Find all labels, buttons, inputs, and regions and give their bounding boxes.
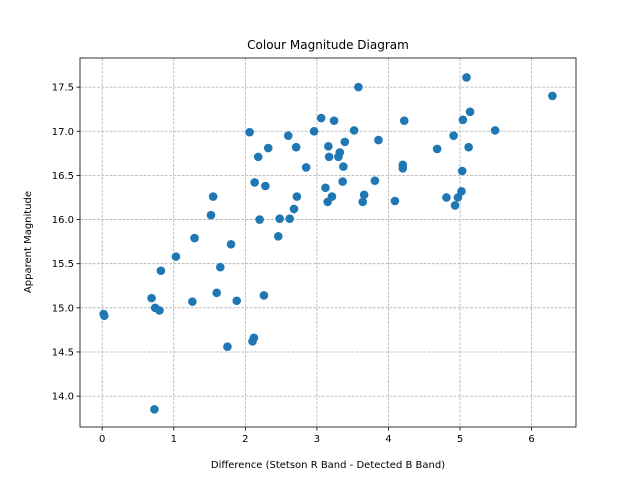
data-point — [249, 333, 259, 343]
data-point — [100, 311, 109, 321]
data-point — [273, 232, 283, 241]
data-point — [327, 192, 337, 201]
data-point — [490, 126, 500, 135]
data-point — [156, 266, 166, 276]
data-point — [340, 137, 350, 147]
data-point — [465, 107, 475, 117]
data-point — [338, 177, 347, 186]
data-point — [324, 141, 333, 151]
data-point — [253, 152, 263, 162]
data-point — [259, 291, 269, 300]
data-point — [250, 178, 259, 187]
data-point — [390, 196, 400, 206]
data-point — [289, 204, 299, 214]
data-point — [464, 142, 473, 152]
data-point — [155, 306, 164, 315]
data-point — [370, 176, 380, 186]
y-axis-label: Apparent Magnitude — [23, 191, 34, 293]
y-tick-label: 15.0 — [52, 303, 74, 314]
data-point — [374, 135, 383, 145]
data-point — [358, 197, 368, 207]
data-point — [292, 192, 302, 201]
x-tick-label: 0 — [99, 434, 105, 445]
data-point — [263, 143, 273, 153]
plot-frame — [79, 57, 577, 428]
x-tick-label: 2 — [242, 434, 248, 445]
data-point — [206, 210, 216, 220]
data-point — [171, 252, 181, 261]
data-point — [324, 152, 334, 162]
data-point — [215, 262, 225, 272]
data-point — [349, 126, 359, 135]
data-point — [354, 82, 363, 92]
data-point — [457, 166, 467, 176]
data-point — [212, 288, 222, 298]
data-point — [449, 131, 458, 140]
y-tick-label: 15.5 — [52, 259, 74, 270]
data-point — [255, 215, 264, 224]
axis-ticks: 0 1 2 3 4 5 6 14.0 14.5 15.0 15.5 16.0 16.5 17.0 17.5 — [52, 83, 535, 445]
y-tick-label: 14.0 — [52, 392, 74, 403]
data-point — [283, 131, 293, 140]
x-axis-label: Difference (Stetson R Band - Detected B … — [211, 460, 445, 471]
data-point — [226, 239, 236, 249]
data-point — [432, 144, 442, 154]
y-tick-label: 16.0 — [52, 215, 74, 226]
data-point — [335, 148, 345, 157]
data-point — [285, 214, 295, 223]
data-point — [223, 342, 232, 351]
data-point — [275, 214, 284, 223]
data-point — [398, 164, 408, 173]
data-point — [321, 183, 330, 193]
x-tick-label: 1 — [171, 434, 177, 445]
data-point — [442, 193, 451, 202]
data-point — [316, 113, 326, 123]
x-tick-label: 4 — [385, 434, 391, 445]
data-point — [190, 233, 199, 243]
x-tick-label: 5 — [457, 434, 463, 445]
y-tick-label: 17.0 — [52, 127, 74, 138]
data-point — [245, 127, 254, 137]
data-point — [458, 115, 468, 125]
x-tick-label: 6 — [528, 434, 534, 445]
data-point — [261, 181, 270, 191]
data-point — [457, 186, 466, 196]
data-point — [450, 201, 460, 210]
data-point — [208, 192, 218, 201]
data-point — [301, 163, 311, 172]
data-point — [291, 142, 301, 152]
x-tick-label: 3 — [314, 434, 320, 445]
chart-title: Colour Magnitude Diagram — [247, 38, 409, 52]
data-point — [329, 116, 339, 125]
y-tick-label: 16.5 — [52, 171, 74, 182]
data-point — [150, 405, 159, 414]
data-point — [147, 293, 156, 303]
data-point — [339, 162, 348, 171]
data-point — [309, 126, 319, 136]
data-point — [548, 91, 557, 101]
y-tick-label: 14.5 — [52, 347, 74, 358]
data-point — [359, 190, 369, 200]
data-point — [462, 73, 471, 82]
data-point — [399, 116, 409, 125]
data-point — [188, 297, 197, 306]
data-points — [99, 73, 557, 414]
data-point — [232, 296, 242, 306]
y-tick-label: 17.5 — [52, 83, 74, 94]
